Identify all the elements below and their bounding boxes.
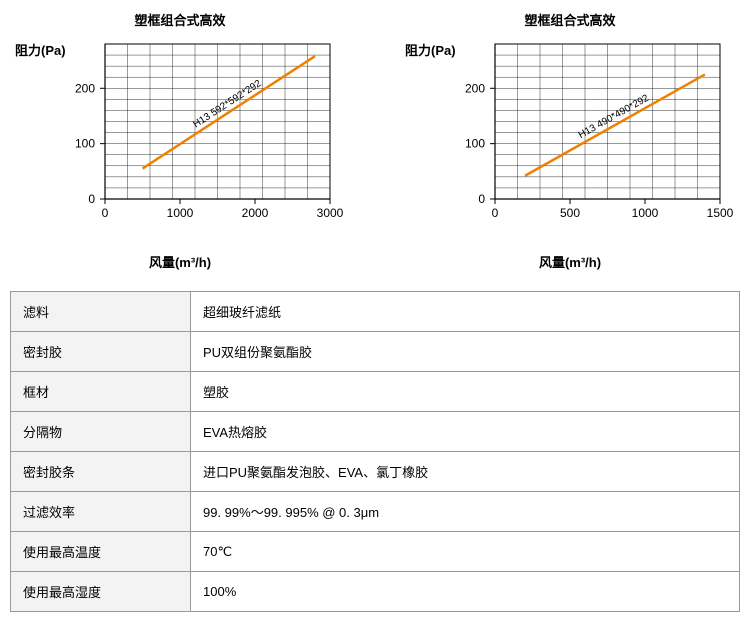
- svg-text:200: 200: [465, 81, 485, 95]
- spec-label: 密封胶: [11, 332, 191, 372]
- table-row: 过滤效率99. 99%～99. 995% @ 0. 3μm: [11, 492, 740, 532]
- chart1-ylabel: 阻力(Pa): [15, 40, 66, 59]
- spec-value: 100%: [191, 572, 740, 612]
- table-row: 框材塑胶: [11, 372, 740, 412]
- svg-text:100: 100: [75, 137, 95, 151]
- svg-text:1000: 1000: [632, 206, 659, 220]
- spec-value: EVA热熔胶: [191, 412, 740, 452]
- svg-text:3000: 3000: [317, 206, 344, 220]
- chart1-container: 塑框组合式高效 阻力(Pa) 01002000100020003000H13 5…: [10, 10, 350, 271]
- table-row: 使用最高湿度100%: [11, 572, 740, 612]
- svg-text:0: 0: [492, 206, 499, 220]
- chart2-plot: 0100200050010001500H13 490*490*292: [400, 34, 740, 244]
- svg-text:2000: 2000: [242, 206, 269, 220]
- svg-text:0: 0: [478, 192, 485, 206]
- spec-value: 进口PU聚氨酯发泡胶、EVA、氯丁橡胶: [191, 452, 740, 492]
- chart1-plot: 01002000100020003000H13 592*592*292: [10, 34, 350, 244]
- svg-text:0: 0: [102, 206, 109, 220]
- spec-value: PU双组份聚氨酯胶: [191, 332, 740, 372]
- table-row: 密封胶PU双组份聚氨酯胶: [11, 332, 740, 372]
- spec-label: 使用最高温度: [11, 532, 191, 572]
- svg-text:1500: 1500: [707, 206, 734, 220]
- svg-text:0: 0: [88, 192, 95, 206]
- spec-value: 塑胶: [191, 372, 740, 412]
- spec-label: 密封胶条: [11, 452, 191, 492]
- table-row: 使用最高温度70℃: [11, 532, 740, 572]
- spec-value: 超细玻纤滤纸: [191, 292, 740, 332]
- spec-label: 分隔物: [11, 412, 191, 452]
- chart2-container: 塑框组合式高效 阻力(Pa) 0100200050010001500H13 49…: [400, 10, 740, 271]
- svg-text:500: 500: [560, 206, 580, 220]
- chart2-ylabel: 阻力(Pa): [405, 40, 456, 59]
- spec-label: 过滤效率: [11, 492, 191, 532]
- spec-value: 99. 99%～99. 995% @ 0. 3μm: [191, 492, 740, 532]
- chart1-title: 塑框组合式高效: [10, 10, 350, 29]
- charts-row: 塑框组合式高效 阻力(Pa) 01002000100020003000H13 5…: [10, 10, 740, 271]
- spec-label: 使用最高湿度: [11, 572, 191, 612]
- spec-value: 70℃: [191, 532, 740, 572]
- chart2-title: 塑框组合式高效: [400, 10, 740, 29]
- chart1-xlabel: 风量(m³/h): [10, 252, 350, 271]
- spec-label: 滤料: [11, 292, 191, 332]
- svg-text:200: 200: [75, 81, 95, 95]
- svg-text:100: 100: [465, 137, 485, 151]
- table-row: 分隔物EVA热熔胶: [11, 412, 740, 452]
- table-row: 密封胶条进口PU聚氨酯发泡胶、EVA、氯丁橡胶: [11, 452, 740, 492]
- spec-table: 滤料超细玻纤滤纸密封胶PU双组份聚氨酯胶框材塑胶分隔物EVA热熔胶密封胶条进口P…: [10, 291, 740, 612]
- svg-text:1000: 1000: [167, 206, 194, 220]
- table-row: 滤料超细玻纤滤纸: [11, 292, 740, 332]
- spec-label: 框材: [11, 372, 191, 412]
- chart2-xlabel: 风量(m³/h): [400, 252, 740, 271]
